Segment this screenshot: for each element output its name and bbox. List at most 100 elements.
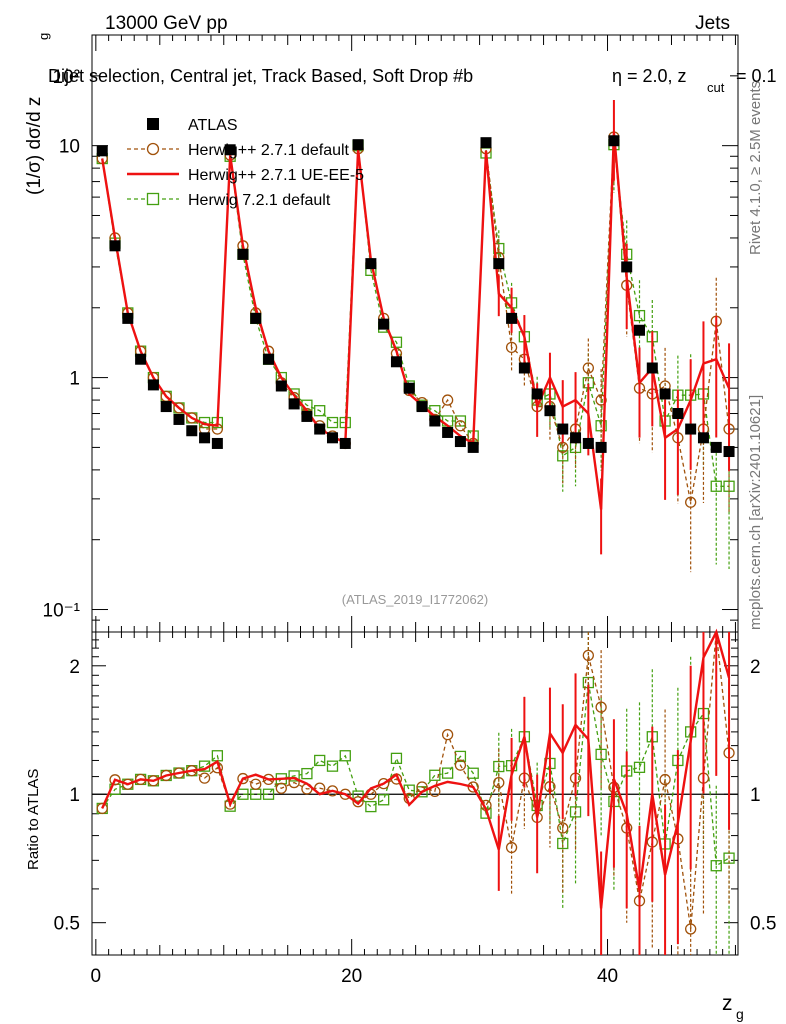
ratio-point-circle	[505, 841, 518, 854]
main-point-square	[390, 336, 403, 348]
ratio-line-1	[101, 631, 730, 930]
ratio-point-circle	[582, 649, 594, 662]
ratio-point-circle	[326, 785, 339, 797]
ratio-point-square	[429, 769, 441, 781]
ratio-point-circle	[224, 798, 236, 810]
main-line-2	[101, 132, 731, 510]
main-atlas-point	[544, 405, 556, 417]
main-atlas-point	[442, 426, 454, 438]
ratio-point-circle	[109, 774, 121, 786]
main-point-square	[710, 480, 722, 492]
ratio-point-circle	[96, 802, 108, 815]
y-tick-label: 10²	[53, 67, 80, 88]
ratio-point-square	[595, 748, 607, 761]
ratio-point-square	[467, 767, 479, 779]
main-line-3	[101, 144, 729, 487]
ratio-point-circle	[122, 778, 134, 790]
ratio-point-circle	[378, 777, 390, 790]
x-axis-title: z	[722, 992, 733, 1015]
main-axes: 10 1 10⁻¹ 10²	[43, 34, 738, 633]
ratio-point-square	[365, 800, 377, 813]
main-atlas-point	[314, 423, 326, 435]
legend-label: Herwig 7.2.1 default	[188, 192, 331, 209]
main-atlas-point	[493, 258, 505, 270]
x-tick-label: 0	[91, 966, 102, 987]
main-atlas-point	[621, 261, 633, 273]
main-point-square	[326, 416, 339, 429]
main-atlas-point	[582, 437, 594, 449]
x-axis-title-sub: g	[736, 1006, 744, 1022]
y-tick-label: 10⁻¹	[43, 601, 81, 622]
main-atlas-point	[109, 240, 121, 252]
header-beta-value: = 0.1	[736, 66, 777, 86]
main-atlas-point	[697, 432, 709, 444]
main-point-circle	[582, 362, 594, 374]
main-atlas-point	[237, 248, 249, 260]
ratio-series-2	[101, 628, 731, 955]
main-atlas-point	[275, 380, 287, 392]
main-atlas-point	[672, 408, 684, 420]
header-category: Jets	[695, 13, 730, 34]
legend-marker-square	[146, 192, 160, 206]
main-atlas-point	[531, 388, 543, 400]
main-atlas-point	[480, 137, 492, 149]
y-tick-label: 10	[59, 137, 80, 158]
ratio-point-circle	[454, 759, 467, 771]
main-atlas-point	[557, 423, 569, 435]
ratio-point-circle	[595, 701, 607, 713]
y-axis-title: (1/σ) dσ/d z g	[24, 33, 51, 195]
ratio-point-square	[237, 788, 249, 800]
main-point-square	[633, 309, 646, 322]
main-series	[96, 100, 735, 573]
ratio-y-tick-label: 1	[69, 785, 80, 806]
main-atlas-point	[365, 258, 377, 270]
ratio-point-square	[390, 752, 403, 765]
x-tick-label: 20	[341, 966, 362, 987]
y-axis-title-text: (1/σ) dσ/d z	[24, 97, 45, 195]
main-atlas-point	[199, 432, 211, 444]
legend-marker-circle	[146, 142, 160, 156]
ratio-axes: 0 20 40 0.5 0.5 1 1 2 2	[54, 632, 776, 987]
main-atlas-point	[352, 139, 364, 151]
main-point-square	[314, 405, 326, 417]
main-atlas-point	[467, 441, 479, 453]
main-point-circle	[441, 394, 454, 406]
ratio-y-tick-label-right: 0.5	[750, 914, 776, 935]
ratio-point-square	[633, 761, 646, 773]
header-collision: 13000 GeV pp	[105, 13, 228, 34]
main-series-0	[96, 135, 735, 458]
main-point-circle	[505, 341, 518, 354]
main-point-circle	[685, 496, 697, 508]
main-atlas-point	[301, 410, 313, 422]
main-atlas-point	[403, 382, 415, 394]
header-selection: Dijet selection, Central jet, Track Base…	[48, 66, 473, 86]
ratio-point-square	[288, 770, 300, 782]
main-atlas-point	[506, 312, 518, 324]
ratio-point-square	[454, 750, 467, 763]
ratio-point-square	[301, 767, 313, 780]
main-series-2	[101, 100, 731, 555]
main-atlas-point	[250, 312, 262, 324]
main-atlas-point	[416, 401, 428, 413]
ratio-point-circle	[339, 788, 351, 800]
ratio-y-axis-title: Ratio to ATLAS	[25, 769, 42, 870]
main-point-circle	[173, 402, 185, 414]
main-atlas-point	[595, 441, 607, 453]
ratio-point-circle	[557, 822, 569, 834]
analysis-watermark: (ATLAS_2019_I1772062)	[342, 592, 488, 607]
main-atlas-point	[173, 413, 185, 425]
ratio-line-2	[101, 628, 731, 909]
ratio-point-circle	[237, 772, 249, 785]
main-atlas-point	[518, 362, 530, 374]
main-atlas-point	[288, 398, 300, 410]
ratio-y-tick-label: 2	[69, 657, 80, 678]
y-axis-title-sub: g	[36, 33, 51, 40]
ratio-y-tick-label-right: 2	[750, 657, 761, 678]
header-beta-label: η = 2.0, z	[612, 66, 687, 86]
main-atlas-point	[339, 437, 351, 449]
ratio-point-square	[326, 760, 339, 772]
main-atlas-point	[634, 324, 646, 336]
main-atlas-point	[646, 362, 658, 374]
main-atlas-point	[685, 423, 697, 435]
ratio-point-circle	[493, 777, 505, 789]
